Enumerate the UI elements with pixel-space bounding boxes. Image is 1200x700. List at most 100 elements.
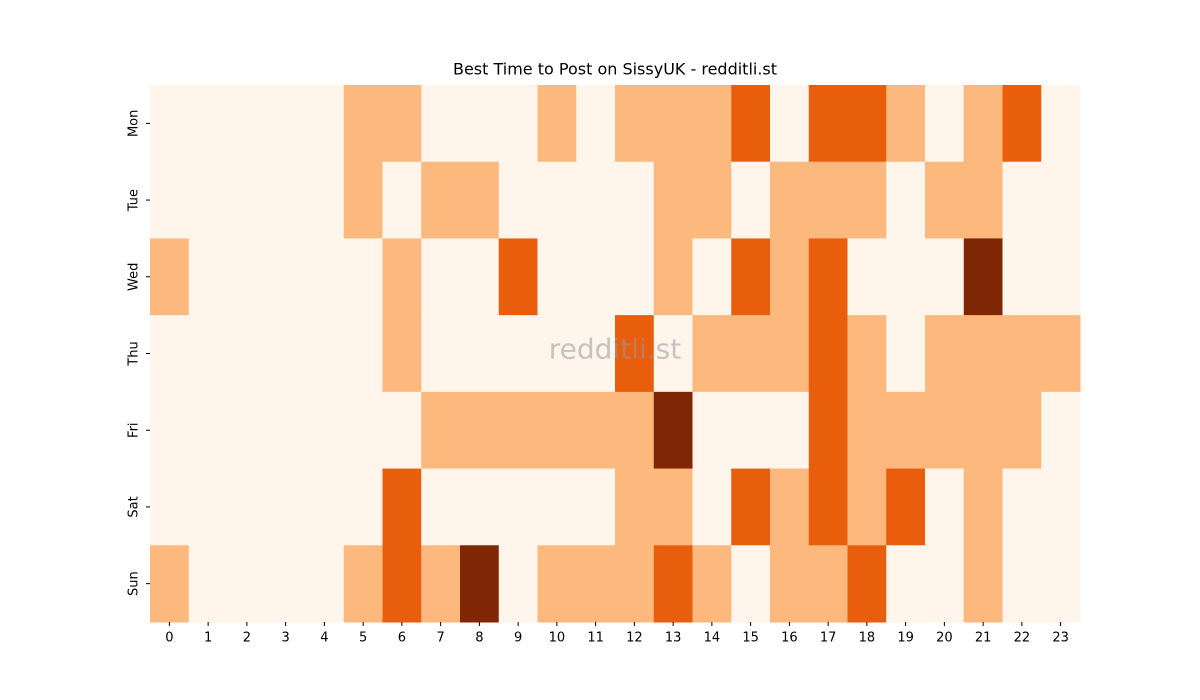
- heatmap-cell: [460, 545, 500, 623]
- heatmap-cell: [266, 238, 306, 316]
- heatmap-cell: [963, 238, 1003, 316]
- heatmap-cell: [382, 238, 422, 316]
- heatmap-cell: [343, 391, 383, 470]
- heatmap-cell: [731, 545, 771, 623]
- heatmap-cell: [1002, 315, 1042, 393]
- heatmap-cell: [305, 85, 345, 163]
- heatmap-cell: [1002, 85, 1042, 163]
- x-tick-label: 6: [398, 631, 406, 646]
- heatmap-cell: [692, 161, 732, 239]
- x-tick-label: 17: [820, 631, 837, 646]
- heatmap-cell: [421, 545, 461, 623]
- heatmap-cell: [305, 315, 345, 393]
- heatmap-cell: [266, 85, 306, 163]
- heatmap-cell: [770, 468, 810, 546]
- heatmap-cell: [460, 391, 500, 470]
- heatmap-cell: [498, 468, 538, 546]
- heatmap-cell: [305, 545, 345, 623]
- heatmap-cell: [925, 545, 965, 623]
- heatmap-cell: [1041, 468, 1081, 546]
- heatmap-cell: [421, 85, 461, 163]
- heatmap-cell: [343, 315, 383, 393]
- x-tick-label: 19: [897, 631, 914, 646]
- heatmap-cell: [421, 468, 461, 546]
- heatmap-cell: [537, 391, 577, 470]
- heatmap-cell: [460, 315, 500, 393]
- heatmap-cell: [421, 315, 461, 393]
- heatmap-cell: [343, 85, 383, 163]
- y-tick-label: Sat: [127, 496, 142, 517]
- heatmap-cell: [653, 238, 693, 316]
- heatmap-cell: [150, 161, 190, 239]
- heatmap-cell: [770, 545, 810, 623]
- heatmap-cell: [266, 315, 306, 393]
- heatmap-cell: [227, 238, 267, 316]
- heatmap-cell: [808, 238, 848, 316]
- heatmap-cell: [731, 161, 771, 239]
- heatmap-cell: [1002, 391, 1042, 470]
- heatmap-cell: [188, 85, 228, 163]
- heatmap-cell: [498, 315, 538, 393]
- heatmap-cell: [227, 468, 267, 546]
- heatmap-cell: [188, 315, 228, 393]
- heatmap-cell: [1002, 161, 1042, 239]
- heatmap-cell: [886, 315, 926, 393]
- heatmap-cell: [382, 315, 422, 393]
- heatmap-cell: [343, 545, 383, 623]
- y-tick-label: Tue: [127, 189, 142, 212]
- heatmap-cell: [382, 161, 422, 239]
- heatmap-cell: [847, 161, 887, 239]
- x-tick-label: 8: [475, 631, 483, 646]
- heatmap-cell: [576, 468, 616, 546]
- chart-title: Best Time to Post on SissyUK - redditli.…: [453, 60, 777, 79]
- x-tick-label: 4: [320, 631, 328, 646]
- y-tick-label: Mon: [127, 110, 142, 137]
- heatmap-cell: [653, 161, 693, 239]
- x-tick-label: 9: [514, 631, 522, 646]
- heatmap-cell: [770, 391, 810, 470]
- heatmap-cell: [150, 238, 190, 316]
- x-tick-label: 22: [1014, 631, 1031, 646]
- heatmap-cell: [537, 238, 577, 316]
- heatmap-cell: [692, 468, 732, 546]
- x-tick-label: 7: [436, 631, 444, 646]
- heatmap-cell: [576, 391, 616, 470]
- heatmap-cell: [1041, 238, 1081, 316]
- heatmap-cell: [1002, 238, 1042, 316]
- heatmap-cell: [498, 161, 538, 239]
- heatmap-cell: [615, 161, 655, 239]
- x-tick-label: 21: [975, 631, 992, 646]
- heatmap-cell: [305, 391, 345, 470]
- heatmap-cell: [266, 545, 306, 623]
- x-tick-label: 5: [359, 631, 367, 646]
- heatmap-cell: [460, 85, 500, 163]
- heatmap-cell: [963, 545, 1003, 623]
- heatmap-cell: [188, 161, 228, 239]
- heatmap-cell: [1041, 161, 1081, 239]
- heatmap-cell: [421, 238, 461, 316]
- x-tick-label: 14: [704, 631, 721, 646]
- heatmap-cell: [382, 85, 422, 163]
- heatmap-cell: [886, 238, 926, 316]
- heatmap-cell: [886, 161, 926, 239]
- heatmap-cell: [653, 85, 693, 163]
- x-tick-label: 13: [665, 631, 682, 646]
- heatmap-cell: [963, 391, 1003, 470]
- heatmap-cell: [731, 238, 771, 316]
- heatmap-cell: [576, 238, 616, 316]
- heatmap-cell: [576, 85, 616, 163]
- heatmap-cell: [731, 468, 771, 546]
- heatmap-cell: [615, 315, 655, 393]
- heatmap-cell: [731, 315, 771, 393]
- heatmap-cell: [653, 315, 693, 393]
- heatmap-cell: [692, 315, 732, 393]
- heatmap-cell: [886, 391, 926, 470]
- y-tick-label: Fri: [127, 422, 142, 438]
- x-tick-label: 10: [549, 631, 566, 646]
- y-tick-label: Sun: [127, 571, 142, 596]
- heatmap-cell: [886, 468, 926, 546]
- heatmap-cell: [1041, 315, 1081, 393]
- heatmap-cell: [847, 468, 887, 546]
